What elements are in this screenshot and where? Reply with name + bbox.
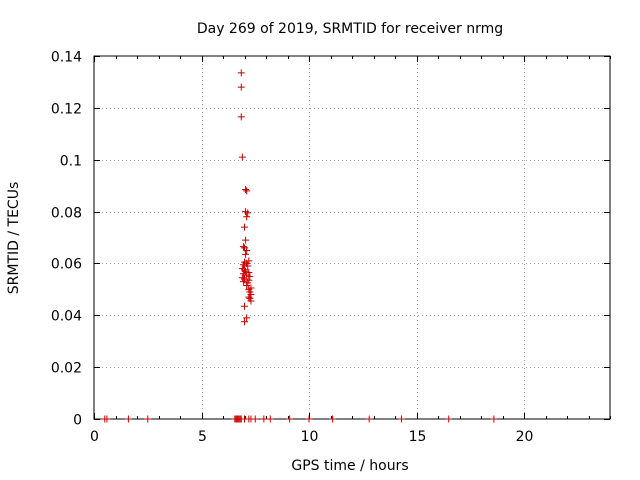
data-point (237, 83, 245, 91)
data-point (242, 186, 250, 194)
data-point (239, 278, 247, 286)
data-point (397, 415, 405, 423)
data-point (239, 243, 247, 251)
data-point (445, 415, 453, 423)
data-point (241, 318, 248, 326)
data-point (241, 266, 248, 274)
data-point (244, 209, 252, 217)
data-point (103, 415, 111, 423)
data-point (242, 250, 250, 258)
data-point (124, 415, 132, 423)
data-point (490, 415, 498, 423)
data-point (239, 261, 247, 269)
data-point (241, 302, 248, 310)
data-point (243, 246, 251, 254)
data-point (286, 415, 294, 423)
data-point (241, 223, 248, 231)
y-tick-label: 0.14 (51, 50, 82, 66)
x-tick-label: 0 (90, 429, 99, 445)
axis-ticks: 0 5 10 15 20 0 0.02 0.04 0.06 0.08 0.1 0.12 0.14 (51, 50, 611, 445)
x-tick-label: 10 (301, 429, 319, 445)
y-tick-label: 0.04 (51, 309, 82, 325)
data-point (237, 69, 245, 77)
x-tick-label: 20 (516, 429, 534, 445)
data-point (365, 415, 373, 423)
data-point (251, 415, 259, 423)
data-point (237, 113, 245, 121)
data-point (242, 236, 250, 244)
data-point (246, 272, 254, 280)
data-point (266, 415, 274, 423)
data-point (247, 297, 255, 305)
data-point (244, 262, 252, 270)
chart-title: Day 269 of 2019, SRMTID for receiver nrm… (197, 21, 503, 37)
data-point (238, 153, 246, 161)
data-point (239, 270, 247, 278)
x-tick-label: 5 (198, 429, 207, 445)
y-axis-label: SRMTID / TECUs (6, 182, 22, 295)
data-point (243, 213, 251, 221)
data-point (144, 415, 152, 423)
x-tick-label: 15 (409, 429, 427, 445)
y-tick-label: 0.08 (51, 206, 82, 222)
data-point (245, 293, 253, 301)
data-point (260, 415, 268, 423)
data-point (329, 415, 337, 423)
y-tick-label: 0.1 (60, 154, 82, 170)
y-tick-label: 0 (73, 413, 82, 429)
grid-lines (94, 56, 610, 419)
data-point (243, 281, 251, 289)
data-point (243, 314, 251, 322)
data-point (305, 415, 313, 423)
y-tick-label: 0.06 (51, 257, 82, 273)
x-axis-label: GPS time / hours (291, 458, 408, 474)
data-points (101, 69, 498, 423)
y-tick-label: 0.02 (51, 361, 82, 377)
data-point (243, 271, 251, 279)
y-tick-label: 0.12 (51, 102, 82, 118)
data-point (243, 187, 251, 195)
